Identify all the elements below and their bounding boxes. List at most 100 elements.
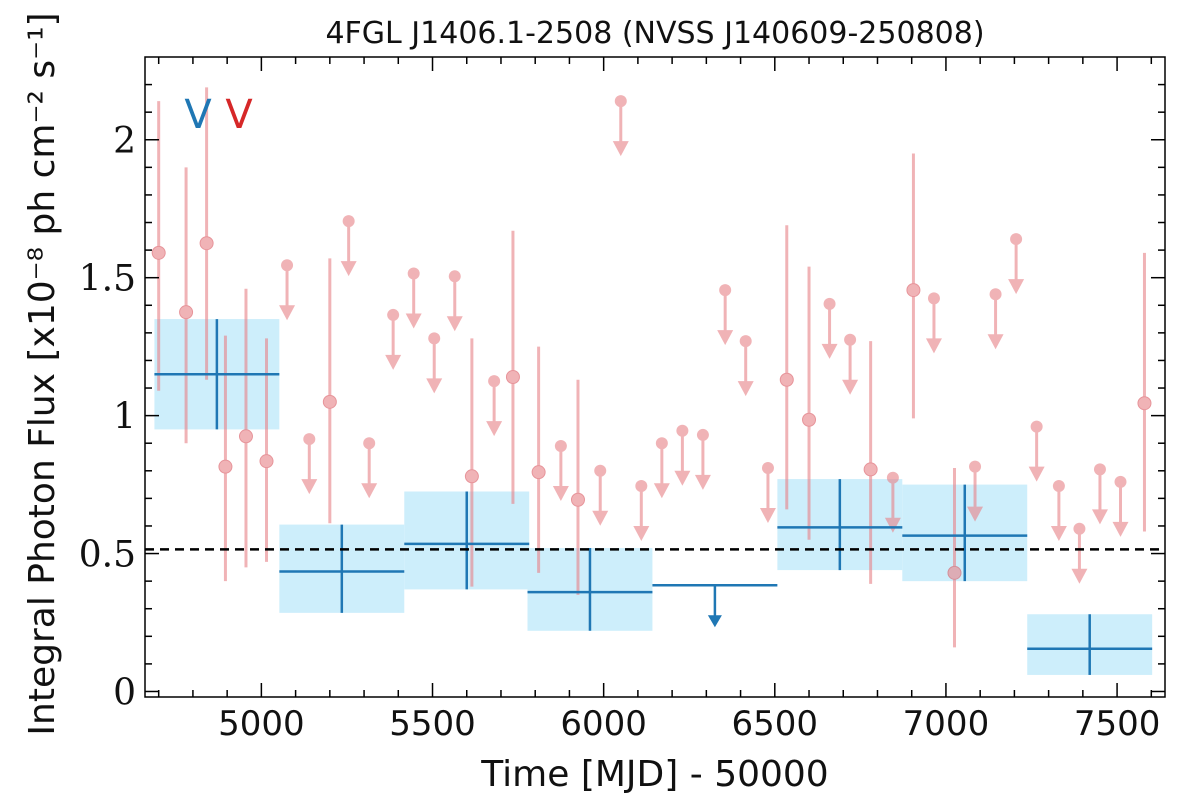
short-bin-upper-limit-head-13 bbox=[653, 483, 670, 499]
short-bin-point-7 bbox=[464, 338, 479, 587]
plot-area bbox=[145, 87, 1165, 675]
short-bin-upper-limit-20 bbox=[842, 333, 859, 395]
short-bin-point-16 bbox=[1137, 252, 1152, 532]
short-bin-upper-limit-3 bbox=[361, 437, 378, 499]
short-bin-upper-limit-2 bbox=[340, 215, 357, 277]
y-tick-label-0: 0 bbox=[113, 672, 136, 713]
short-bin-upper-limit-head-6 bbox=[426, 378, 443, 394]
short-bin-marker-11 bbox=[779, 372, 794, 387]
short-bin-point-11 bbox=[779, 225, 794, 510]
x-tick-label-2: 6000 bbox=[560, 704, 647, 744]
x-tick-label-3: 6500 bbox=[732, 704, 819, 744]
short-bin-point-4 bbox=[238, 288, 253, 568]
short-bin-marker-5 bbox=[259, 454, 274, 469]
short-bin-upper-limit-27 bbox=[1050, 479, 1067, 541]
short-bin-point-10 bbox=[570, 379, 585, 595]
short-bin-upper-limit-26 bbox=[1028, 420, 1045, 482]
short-bin-point-1 bbox=[179, 167, 194, 444]
short-bin-point-9 bbox=[531, 346, 546, 573]
y-tick-label-3: 1.5 bbox=[79, 259, 136, 300]
short-bin-upper-limit-head-1 bbox=[301, 479, 318, 495]
short-bin-marker-14 bbox=[906, 283, 921, 298]
short-bin-upper-limit-5 bbox=[405, 267, 422, 329]
short-bin-upper-limit-head-9 bbox=[552, 485, 569, 501]
short-bin-upper-limit-0 bbox=[279, 259, 296, 321]
short-bin-point-2 bbox=[199, 87, 214, 380]
short-bin-marker-6 bbox=[322, 394, 337, 409]
short-bin-upper-limit-28 bbox=[1071, 522, 1088, 584]
short-bin-marker-8 bbox=[505, 370, 520, 384]
y-tick-label-1: 0.5 bbox=[79, 535, 136, 576]
axes-frame: 5000 5500 6000 6500 7000 7500 0 0.5 1 1.5 2 bbox=[79, 56, 1166, 744]
short-bin-upper-limit-head-12 bbox=[633, 525, 650, 541]
short-bin-upper-limit-head-2 bbox=[340, 261, 357, 277]
short-bin-marker-12 bbox=[802, 412, 817, 427]
short-bin-upper-limit-10 bbox=[592, 464, 609, 526]
short-bin-upper-limit-head-27 bbox=[1050, 525, 1067, 541]
short-bin-marker-13 bbox=[863, 462, 878, 477]
short-bin-upper-limit-head-29 bbox=[1091, 509, 1108, 525]
short-bin-upper-limit-head-30 bbox=[1112, 521, 1129, 537]
short-bin-upper-limit-head-14 bbox=[674, 470, 691, 486]
short-bin-upper-limit-head-20 bbox=[842, 379, 859, 395]
short-bin-marker-7 bbox=[464, 469, 479, 484]
short-bin-upper-limit-head-7 bbox=[446, 316, 463, 332]
short-bin-upper-limit-24 bbox=[987, 288, 1004, 350]
short-bin-marker-16 bbox=[1137, 396, 1152, 411]
short-bin-upper-limit-head-16 bbox=[717, 330, 734, 346]
short-bin-marker-4 bbox=[238, 429, 253, 444]
short-bin-upper-limit-6 bbox=[426, 332, 443, 394]
short-bin-upper-limit-head-17 bbox=[737, 381, 754, 397]
short-bin-marker-3 bbox=[218, 459, 233, 474]
short-bin-upper-limit-25 bbox=[1008, 233, 1025, 295]
long-bin-upper-limit-arrow-0 bbox=[707, 585, 722, 628]
short-bin-point-8 bbox=[505, 230, 520, 504]
short-bin-upper-limit-21 bbox=[884, 471, 901, 533]
short-bin-upper-limit-16 bbox=[717, 284, 734, 346]
short-bin-upper-limit-1 bbox=[301, 433, 318, 495]
y-axis-label: Integral Photon Flux [x10⁻⁸ ph cm⁻² s⁻¹] bbox=[22, 12, 63, 735]
chart-title: 4FGL J1406.1-2508 (NVSS J140609-250808) bbox=[325, 16, 984, 51]
short-bin-upper-limit-23 bbox=[967, 460, 984, 522]
short-bin-upper-limit-head-10 bbox=[592, 510, 609, 526]
short-bin-upper-limit-7 bbox=[446, 270, 463, 332]
short-bin-upper-limit-14 bbox=[674, 424, 691, 486]
marker-v-blue: V bbox=[184, 92, 212, 138]
short-bin-upper-limit-15 bbox=[694, 428, 711, 490]
short-bin-upper-limit-head-21 bbox=[884, 517, 901, 533]
short-bin-upper-limit-head-5 bbox=[405, 313, 422, 329]
short-bin-point-12 bbox=[802, 266, 817, 540]
short-bin-upper-limit-head-4 bbox=[385, 354, 402, 370]
short-bin-upper-limit-19 bbox=[821, 297, 838, 359]
short-bin-upper-limit-22 bbox=[925, 292, 942, 354]
short-bin-upper-limit-30 bbox=[1112, 475, 1129, 537]
x-tick-label-5: 7500 bbox=[1074, 704, 1161, 744]
short-bin-marker-2 bbox=[199, 236, 214, 251]
plot-frame bbox=[144, 56, 1166, 698]
short-bin-upper-limit-head-0 bbox=[279, 305, 296, 321]
short-bin-upper-limit-12 bbox=[633, 479, 650, 541]
short-bin-upper-limit-head-15 bbox=[694, 474, 711, 490]
short-bin-upper-limit-head-18 bbox=[759, 508, 776, 524]
short-bin-upper-limit-18 bbox=[759, 462, 776, 524]
short-bin-marker-10 bbox=[570, 492, 585, 507]
short-bin-marker-1 bbox=[179, 305, 194, 320]
y-tick-label-2: 1 bbox=[113, 397, 136, 438]
short-bin-upper-limit-head-8 bbox=[486, 421, 503, 437]
short-bin-point-6 bbox=[322, 258, 337, 524]
marker-v-red: V bbox=[225, 92, 253, 138]
short-bin-upper-limit-head-26 bbox=[1028, 466, 1045, 482]
short-bin-upper-limit-13 bbox=[653, 437, 670, 499]
short-bin-upper-limit-head-25 bbox=[1008, 279, 1025, 295]
short-bin-upper-limit-head-11 bbox=[612, 141, 629, 157]
long-bin-upper-limit-arrow-0-head bbox=[707, 615, 722, 628]
short-bin-point-14 bbox=[906, 153, 921, 419]
short-bin-upper-limit-head-3 bbox=[361, 483, 378, 499]
short-bin-marker-9 bbox=[531, 465, 546, 480]
x-tick-label-1: 5500 bbox=[389, 704, 476, 744]
short-bin-marker-15 bbox=[947, 565, 962, 580]
short-bin-point-15 bbox=[947, 468, 962, 648]
x-axis-label: Time [MJD] - 50000 bbox=[480, 754, 828, 795]
short-bin-upper-limit-head-22 bbox=[925, 338, 942, 354]
